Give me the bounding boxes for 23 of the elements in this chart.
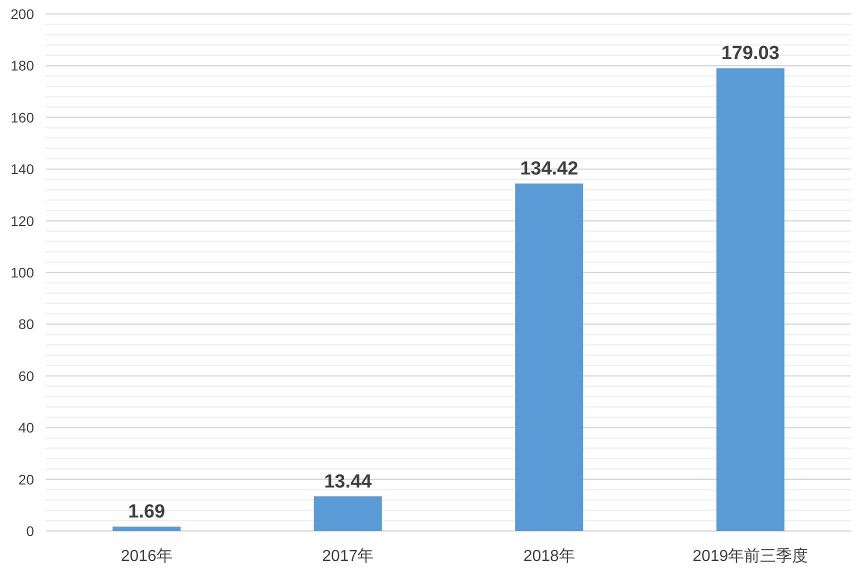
data-label: 179.03 (721, 43, 780, 64)
bar (314, 496, 382, 531)
bar (515, 184, 584, 531)
y-tick-label: 180 (10, 58, 34, 74)
y-tick-label: 20 (18, 471, 34, 488)
data-label: 13.44 (324, 471, 372, 492)
y-tick-label: 40 (18, 420, 34, 436)
y-tick-label: 0 (26, 523, 34, 539)
x-tick-label: 2017年 (322, 548, 374, 565)
y-tick-label: 80 (18, 316, 34, 332)
bar (112, 526, 181, 531)
y-tick-label: 120 (10, 212, 34, 229)
y-tick-label: 160 (10, 109, 34, 126)
x-tick-label: 2016年 (120, 548, 172, 565)
data-label: 1.69 (128, 502, 166, 523)
y-tick-label: 200 (10, 6, 34, 22)
y-tick-label: 60 (18, 368, 34, 384)
bar (716, 68, 784, 531)
data-label: 134.42 (520, 158, 578, 180)
y-tick-label: 100 (10, 264, 34, 280)
x-tick-label: 2019年前三季度 (692, 547, 808, 565)
x-tick-label: 2018年 (523, 548, 575, 565)
y-tick-label: 140 (10, 161, 34, 178)
